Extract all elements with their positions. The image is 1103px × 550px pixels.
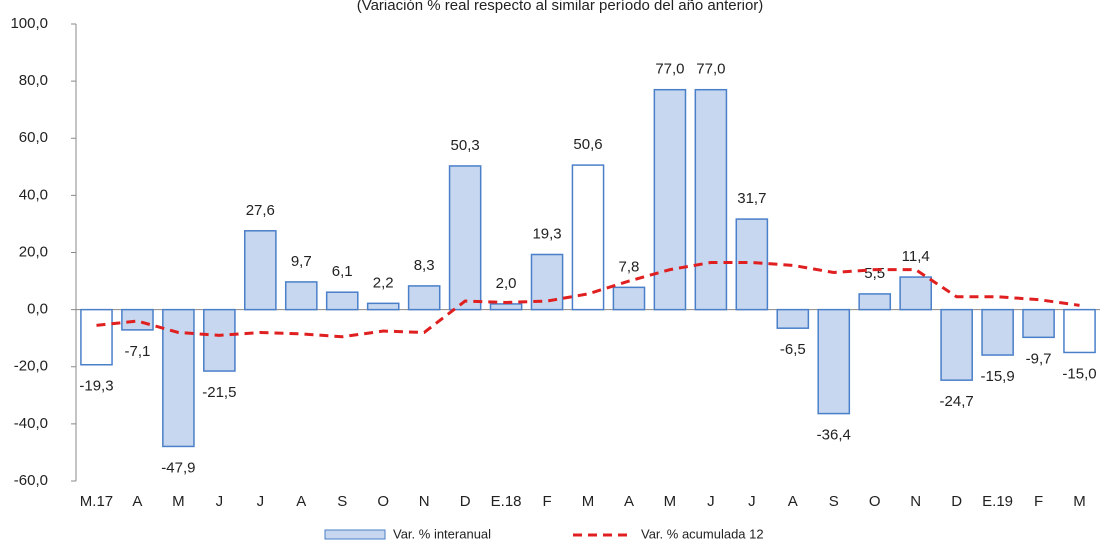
x-tick-label: J [216, 493, 224, 510]
chart-subtitle: (Variación % real respecto al similar pe… [357, 0, 764, 14]
value-label: -15,0 [1062, 365, 1096, 382]
value-label: 27,6 [246, 202, 275, 219]
value-label: -6,5 [780, 341, 806, 358]
y-tick-label: 80,0 [19, 72, 48, 89]
x-tick-label: O [377, 493, 389, 510]
x-tick-label: J [748, 493, 756, 510]
value-label: 77,0 [696, 61, 725, 78]
value-label: 7,8 [619, 258, 640, 275]
bar [244, 230, 277, 311]
bar [489, 303, 523, 311]
bar [80, 308, 113, 366]
value-label: 6,1 [332, 263, 353, 280]
y-tick-label: -20,0 [14, 358, 48, 375]
value-label: 50,6 [573, 136, 602, 153]
value-label: -24,7 [940, 393, 974, 410]
value-label: -36,4 [817, 427, 851, 444]
y-tick-label: 20,0 [19, 243, 48, 260]
x-tick-label: D [951, 493, 962, 510]
bar [284, 281, 318, 311]
bar [776, 308, 810, 329]
x-tick-label: E.19 [982, 493, 1013, 510]
value-label: 31,7 [737, 190, 766, 207]
legend-swatch [324, 529, 386, 540]
bar [612, 286, 646, 311]
bar [121, 308, 154, 331]
y-tick-label: 40,0 [19, 186, 48, 203]
x-tick-label: J [257, 493, 265, 510]
bar [448, 165, 482, 311]
x-tick-label: S [829, 493, 839, 510]
legend-label: Var. % acumulada 12 [641, 526, 764, 541]
x-tick-label: M [1073, 493, 1086, 510]
x-tick-label: A [624, 493, 634, 510]
bar [366, 302, 400, 311]
x-tick-label: F [542, 493, 551, 510]
x-tick-label: A [296, 493, 306, 510]
x-tick-label: F [1034, 493, 1043, 510]
bar [858, 293, 892, 311]
y-tick-label: 60,0 [19, 129, 48, 146]
x-tick-label: N [419, 493, 430, 510]
bar [653, 88, 687, 311]
x-tick-label: D [460, 493, 471, 510]
bar [1063, 308, 1096, 354]
bar [899, 276, 932, 311]
legend-label: Var. % interanual [393, 526, 491, 541]
x-tick-label: N [910, 493, 921, 510]
y-tick-label: 100,0 [10, 15, 48, 32]
value-label: 11,4 [902, 248, 930, 265]
bar [735, 218, 769, 311]
value-label: 19,3 [532, 225, 561, 242]
bar [940, 308, 973, 381]
x-tick-label: M.17 [80, 493, 113, 510]
y-tick-label: -40,0 [14, 415, 48, 432]
value-label: -15,9 [980, 368, 1014, 385]
value-label: 5,5 [864, 265, 885, 282]
value-label: 50,3 [451, 137, 480, 154]
value-label: 77,0 [655, 61, 684, 78]
x-tick-label: A [788, 493, 798, 510]
x-tick-label: S [337, 493, 347, 510]
x-tick-label: M [172, 493, 185, 510]
line [96, 260, 1080, 339]
value-label: 9,7 [291, 253, 312, 270]
value-label: 2,0 [496, 275, 517, 292]
x-tick-label: M [664, 493, 677, 510]
bar [571, 164, 605, 311]
x-tick-label: A [132, 493, 142, 510]
x-tick-label: J [707, 493, 715, 510]
y-tick-label: 0,0 [27, 301, 48, 318]
bar [203, 308, 236, 372]
bar [981, 308, 1014, 356]
x-tick-label: M [582, 493, 595, 510]
bar [407, 285, 441, 311]
bar [162, 308, 195, 448]
value-label: -21,5 [202, 384, 236, 401]
y-tick-label: -60,0 [14, 472, 48, 489]
value-label: -19,3 [79, 378, 113, 395]
x-tick-label: E.18 [491, 493, 522, 510]
x-tick-label: O [869, 493, 881, 510]
bar [1022, 308, 1055, 339]
value-label: -7,1 [125, 343, 151, 360]
bar [817, 308, 851, 415]
value-label: -47,9 [161, 459, 195, 476]
bar [694, 88, 728, 311]
value-label: -9,7 [1026, 350, 1052, 367]
value-label: 2,2 [373, 274, 394, 291]
value-label: 8,3 [414, 257, 435, 274]
bar [325, 291, 359, 311]
